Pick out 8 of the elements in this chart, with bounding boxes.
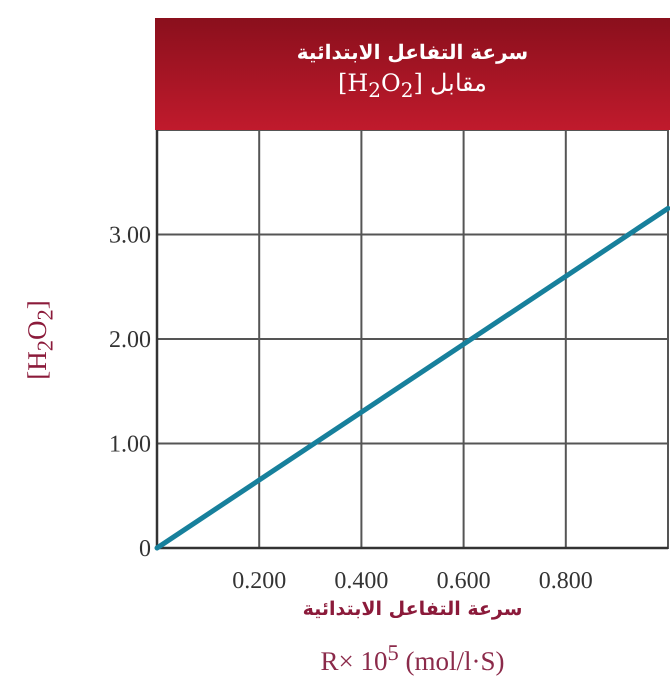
y-tick-label: 3.00 (109, 222, 151, 248)
x-tick-label: 0.800 (538, 568, 593, 594)
y-tick-label: 1.00 (109, 432, 151, 458)
x-tick-label: 0.600 (436, 568, 491, 594)
y-tick-label: 2.00 (109, 327, 151, 353)
x-tick-label: 0.400 (334, 568, 388, 594)
x-tick-label: 0.200 (232, 568, 286, 594)
y-tick-label: 0 (139, 536, 151, 562)
